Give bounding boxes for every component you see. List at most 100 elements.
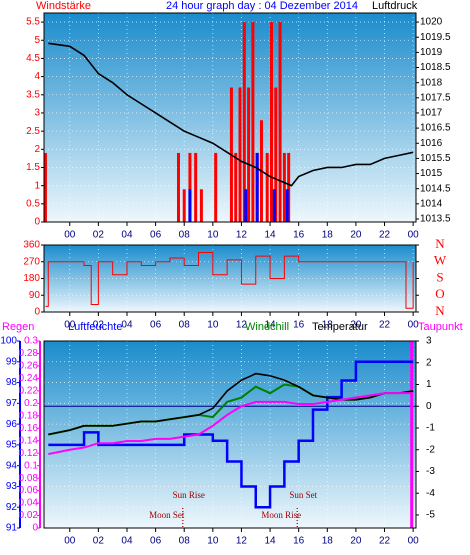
y-tick-label: 0.1 xyxy=(24,460,38,471)
y-tick-label: -4 xyxy=(426,488,435,499)
y-tick-label: 93 xyxy=(6,481,18,492)
y-tick-label: 0.2 xyxy=(24,398,38,409)
x-tick-label: 04 xyxy=(121,536,133,547)
x-tick-label: 16 xyxy=(293,320,305,331)
y-tick-label: S xyxy=(436,269,443,284)
y-tick-label: 1015 xyxy=(420,168,443,179)
bar xyxy=(282,152,286,222)
y-tick-label: 91 xyxy=(6,523,18,534)
legend-label: Luftfeuchte xyxy=(68,321,122,333)
bar xyxy=(287,152,291,222)
x-tick-label: 20 xyxy=(350,320,362,331)
x-tick-label: 22 xyxy=(379,230,391,241)
y-tick-label: 5.5 xyxy=(26,17,40,28)
y-tick-label: 0.18 xyxy=(19,410,39,421)
y-tick-label: 0.06 xyxy=(19,485,39,496)
x-tick-label: 04 xyxy=(121,320,133,331)
annotation-label: Moon Set xyxy=(149,510,185,520)
y-tick-label: 90 xyxy=(29,290,41,301)
x-tick-label: 12 xyxy=(236,536,248,547)
plot-frame xyxy=(43,12,417,223)
x-tick-label: 12 xyxy=(236,230,248,241)
x-tick-label: 04 xyxy=(121,230,133,241)
x-tick-label: 20 xyxy=(350,230,362,241)
y-tick-label: 0.22 xyxy=(19,386,39,397)
y-tick-label: 100 xyxy=(0,336,17,347)
y-tick-label: 1 xyxy=(426,379,432,390)
y-tick-label: 0.5 xyxy=(26,198,40,209)
x-tick-label: 22 xyxy=(379,536,391,547)
bar xyxy=(269,22,273,222)
y-tick-label: 2 xyxy=(426,357,432,368)
y-tick-label: 1017.5 xyxy=(420,92,451,103)
y-tick-label: 0 xyxy=(34,217,40,228)
annotation-label: Moon Rise xyxy=(261,510,301,520)
y-tick-label: -5 xyxy=(426,510,435,521)
y-tick-label: 0.04 xyxy=(19,498,39,509)
bar xyxy=(194,152,198,222)
y-tick-label: 96 xyxy=(6,419,18,430)
y-tick-label: 1019.5 xyxy=(420,32,451,43)
y-tick-label: 4 xyxy=(34,71,40,82)
y-tick-label: O xyxy=(435,286,444,301)
y-tick-label: 1016.5 xyxy=(420,123,451,134)
x-tick-label: 12 xyxy=(236,320,248,331)
y-tick-label: 92 xyxy=(6,502,18,513)
plot-background xyxy=(44,245,416,312)
x-tick-label: 10 xyxy=(207,536,219,547)
bar xyxy=(274,87,278,222)
x-tick-label: 20 xyxy=(350,536,362,547)
bar xyxy=(188,189,192,222)
y-tick-label: 0.14 xyxy=(19,435,39,446)
y-tick-label: 1017 xyxy=(420,108,443,119)
y-tick-label: N xyxy=(435,303,445,318)
x-tick-label: 18 xyxy=(322,230,334,241)
x-tick-label: 08 xyxy=(179,230,191,241)
y-tick-label: 0.26 xyxy=(19,361,39,372)
x-tick-label: 00 xyxy=(64,536,76,547)
y-tick-label: -3 xyxy=(426,466,435,477)
bar xyxy=(43,152,47,222)
y-tick-label: 1019 xyxy=(420,47,443,58)
y-tick-label: 0.16 xyxy=(19,423,39,434)
plot-background xyxy=(44,341,416,528)
y-tick-label: 98 xyxy=(6,377,18,388)
bar xyxy=(255,152,259,222)
legend-label: Taupunkt xyxy=(418,321,463,333)
plot-frame xyxy=(43,244,417,313)
y-tick-label: 1014 xyxy=(420,198,443,209)
y-tick-label: 0 xyxy=(426,401,432,412)
series-line xyxy=(48,42,414,187)
y-tick-label: 0 xyxy=(34,307,40,318)
series-line xyxy=(48,360,414,509)
x-tick-label: 02 xyxy=(93,230,105,241)
legend-label: Regen xyxy=(2,321,34,333)
y-axis-label: Windstärke xyxy=(36,0,91,12)
y-tick-label: 2.5 xyxy=(26,126,40,137)
annotation-label: Sun Set xyxy=(289,490,317,500)
x-tick-label: 00 xyxy=(408,320,420,331)
x-tick-label: 16 xyxy=(293,230,305,241)
y-tick-label: 0.02 xyxy=(19,510,39,521)
y-tick-label: 1.5 xyxy=(26,162,40,173)
x-tick-label: 10 xyxy=(207,320,219,331)
series-line xyxy=(48,372,414,436)
bar xyxy=(278,22,282,222)
y-tick-label: 3 xyxy=(34,108,40,119)
bar xyxy=(410,341,414,528)
y-tick-label: 3 xyxy=(426,336,432,347)
y-tick-label: 0.12 xyxy=(19,448,39,459)
annotation-label: Sun Rise xyxy=(173,490,205,500)
x-tick-label: 02 xyxy=(93,536,105,547)
x-tick-label: 00 xyxy=(408,536,420,547)
y-tick-label: 1020 xyxy=(420,17,443,28)
bar xyxy=(234,152,238,222)
y-tick-label: 1018.5 xyxy=(420,62,451,73)
x-tick-label: 00 xyxy=(64,230,76,241)
y-tick-label: 1014.5 xyxy=(420,183,451,194)
legend-label: Windchill xyxy=(245,321,289,333)
y-tick-label: 1015.5 xyxy=(420,153,451,164)
x-tick-label: 14 xyxy=(264,320,276,331)
bar xyxy=(242,22,246,222)
